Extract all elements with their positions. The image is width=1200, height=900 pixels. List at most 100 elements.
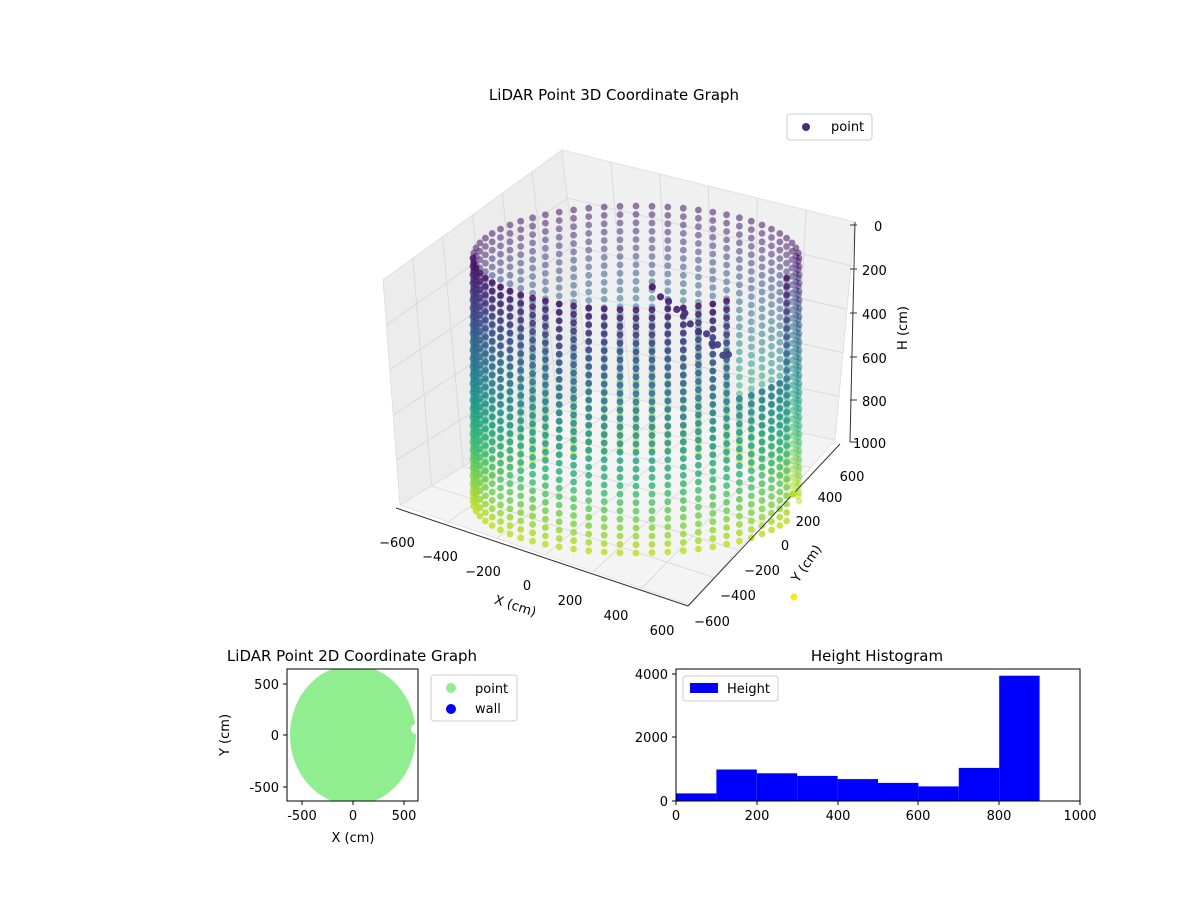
point: [664, 262, 672, 270]
point: [555, 493, 563, 500]
point: [476, 361, 484, 369]
point: [709, 308, 717, 316]
point: [529, 504, 536, 512]
x-tick-label: 600: [906, 809, 931, 824]
point: [570, 495, 577, 503]
z-tick-label: 200: [862, 264, 887, 279]
point: [476, 454, 484, 461]
point: [723, 373, 730, 381]
point: [723, 540, 730, 548]
point: [783, 349, 790, 357]
point: [795, 380, 803, 388]
point: [648, 381, 656, 389]
point: [709, 468, 717, 475]
point: [517, 391, 525, 399]
point: [585, 280, 593, 288]
legend-label-wall: wall: [475, 702, 501, 717]
point: [616, 465, 624, 473]
point: [482, 291, 489, 299]
point: [600, 422, 608, 430]
point: [736, 504, 743, 512]
point: [736, 281, 743, 289]
point: [585, 379, 593, 387]
point: [776, 263, 784, 271]
point: [758, 221, 766, 229]
point: [747, 450, 755, 458]
y-tick-label: −600: [694, 615, 730, 630]
point: [783, 383, 790, 391]
point: [600, 515, 608, 522]
y-axis-label-3d: Y (cm): [788, 542, 825, 586]
point: [482, 366, 489, 374]
point: [664, 439, 672, 447]
point: [616, 482, 624, 490]
point: [723, 457, 730, 464]
point: [695, 436, 702, 444]
point: [709, 409, 717, 417]
histogram-frame: [675, 668, 1081, 802]
point: [506, 246, 514, 254]
point: [476, 387, 484, 394]
point: [542, 348, 549, 355]
point: [542, 482, 549, 489]
x-tick-label: 0: [349, 809, 357, 824]
point: [783, 268, 790, 275]
point: [616, 423, 624, 431]
point: [758, 364, 766, 371]
point: [482, 475, 489, 483]
point: [648, 269, 656, 277]
point: [585, 213, 593, 221]
point: [794, 249, 802, 257]
point: [488, 304, 496, 312]
point: [570, 545, 577, 553]
point: [709, 535, 717, 542]
point: [723, 270, 730, 277]
point: [632, 415, 640, 423]
point: [776, 471, 784, 479]
point: [585, 505, 593, 513]
point: [747, 517, 755, 525]
point: [542, 364, 549, 372]
point: [555, 392, 563, 400]
point: [723, 507, 730, 515]
y-ticks-2d: 500 0 -500: [249, 678, 287, 796]
point: [723, 515, 730, 523]
point: [664, 531, 672, 539]
point: [529, 428, 536, 436]
point: [679, 438, 687, 446]
point: [476, 487, 484, 495]
point: [679, 396, 687, 404]
point: [600, 464, 608, 472]
point: [783, 450, 790, 458]
x-tick-label: 400: [604, 609, 629, 624]
point: [768, 276, 775, 283]
point: [795, 472, 803, 480]
point: [482, 234, 489, 242]
point: [664, 489, 672, 497]
point: [747, 259, 755, 267]
point: [747, 408, 755, 416]
point: [679, 354, 687, 362]
point: [747, 318, 755, 326]
point: [506, 379, 514, 387]
point: [632, 432, 640, 440]
point: [709, 292, 717, 300]
point: [768, 368, 775, 375]
point: [747, 335, 755, 342]
point: [736, 462, 743, 470]
point: [783, 324, 790, 332]
point: [570, 512, 577, 519]
point: [776, 497, 784, 504]
point: [497, 400, 504, 408]
point: [709, 476, 717, 484]
x-tick-label: 1000: [1063, 809, 1096, 824]
point: [632, 457, 640, 465]
point: [783, 234, 790, 242]
point: [482, 282, 489, 290]
point: [506, 430, 514, 437]
point: [616, 499, 624, 506]
legend-3d: point: [786, 113, 873, 141]
point: [632, 482, 640, 490]
point: [783, 308, 790, 315]
point: [695, 206, 702, 214]
